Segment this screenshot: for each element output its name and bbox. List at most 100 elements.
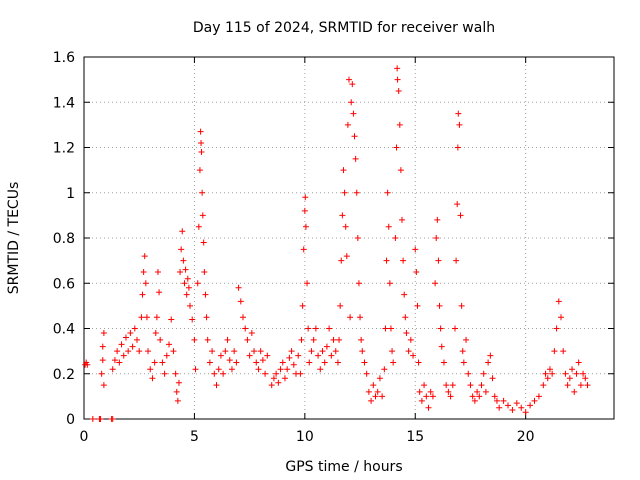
data-point (157, 336, 164, 343)
y-tick-label: 0.2 (53, 367, 75, 383)
data-point (381, 366, 388, 373)
data-point (480, 370, 487, 377)
data-point (288, 348, 295, 355)
data-point (220, 370, 227, 377)
data-point (522, 409, 529, 416)
data-point (330, 336, 337, 343)
data-point (114, 348, 121, 355)
data-point (297, 370, 304, 377)
data-point (399, 216, 405, 223)
data-point (122, 334, 129, 341)
data-point (390, 359, 397, 366)
data-point (317, 366, 324, 373)
data-point (181, 280, 188, 287)
data-point (277, 366, 284, 373)
data-point (195, 223, 202, 230)
data-point (177, 268, 184, 275)
data-point (478, 382, 485, 389)
data-point (457, 212, 464, 219)
data-point (493, 397, 500, 404)
data-point (240, 314, 246, 321)
data-point (275, 379, 282, 386)
data-point (368, 397, 375, 404)
data-point (403, 330, 410, 337)
data-point (376, 375, 383, 382)
x-tick-label: 20 (517, 429, 535, 445)
data-point (213, 382, 220, 389)
data-point (125, 348, 132, 355)
data-point (235, 284, 242, 291)
x-tick-label: 0 (80, 429, 89, 445)
data-point (361, 359, 368, 366)
data-point (393, 144, 400, 151)
data-point (569, 366, 576, 373)
data-point (544, 375, 551, 382)
data-point (496, 404, 503, 411)
data-point (140, 268, 147, 275)
data-point (308, 348, 315, 355)
data-point (192, 366, 199, 373)
data-point (355, 280, 362, 287)
data-point (161, 370, 168, 377)
data-point (159, 359, 166, 366)
data-point (338, 257, 345, 264)
data-point (454, 144, 461, 151)
data-point (185, 284, 192, 291)
data-point (453, 257, 460, 264)
data-point (129, 343, 136, 350)
y-tick-label: 0 (66, 412, 75, 428)
data-point (384, 189, 391, 196)
data-point (410, 352, 417, 359)
data-point (365, 388, 372, 395)
data-point (584, 382, 591, 389)
data-point (202, 291, 209, 298)
data-point (244, 336, 251, 343)
data-point (415, 359, 422, 366)
data-point (386, 280, 393, 287)
data-point (437, 325, 444, 332)
data-point (412, 246, 419, 253)
data-point (407, 336, 414, 343)
data-point (540, 382, 547, 389)
data-point (166, 341, 173, 348)
data-point (248, 330, 255, 337)
data-point (147, 366, 154, 373)
data-point (392, 235, 399, 241)
data-point (99, 343, 106, 350)
data-point (262, 370, 269, 377)
data-point (200, 239, 207, 246)
data-point (139, 291, 146, 298)
data-point (394, 76, 401, 83)
data-point (427, 388, 434, 395)
data-point (396, 121, 403, 128)
data-point (353, 189, 360, 196)
data-point (546, 366, 553, 373)
data-point (172, 370, 179, 377)
data-point (555, 298, 562, 305)
data-point (127, 330, 134, 337)
data-point (84, 361, 91, 368)
data-point (383, 257, 390, 264)
data-point (253, 359, 260, 366)
data-point (224, 336, 231, 343)
data-point (153, 314, 160, 321)
data-point (531, 397, 538, 404)
y-tick-label: 0.6 (53, 276, 75, 292)
data-point (432, 280, 439, 287)
data-point (179, 228, 186, 235)
data-point (421, 382, 428, 389)
data-point (284, 366, 291, 373)
data-point (149, 375, 156, 382)
data-point (302, 223, 309, 230)
data-point (100, 330, 107, 337)
x-tick-label: 15 (406, 429, 424, 445)
data-point (348, 99, 355, 106)
data-point (298, 336, 305, 343)
data-point (222, 348, 229, 355)
x-tick-label: 10 (296, 429, 314, 445)
data-point (459, 348, 466, 355)
data-point (340, 167, 347, 174)
data-point (334, 359, 341, 366)
data-point (281, 375, 288, 382)
data-point (454, 201, 461, 208)
